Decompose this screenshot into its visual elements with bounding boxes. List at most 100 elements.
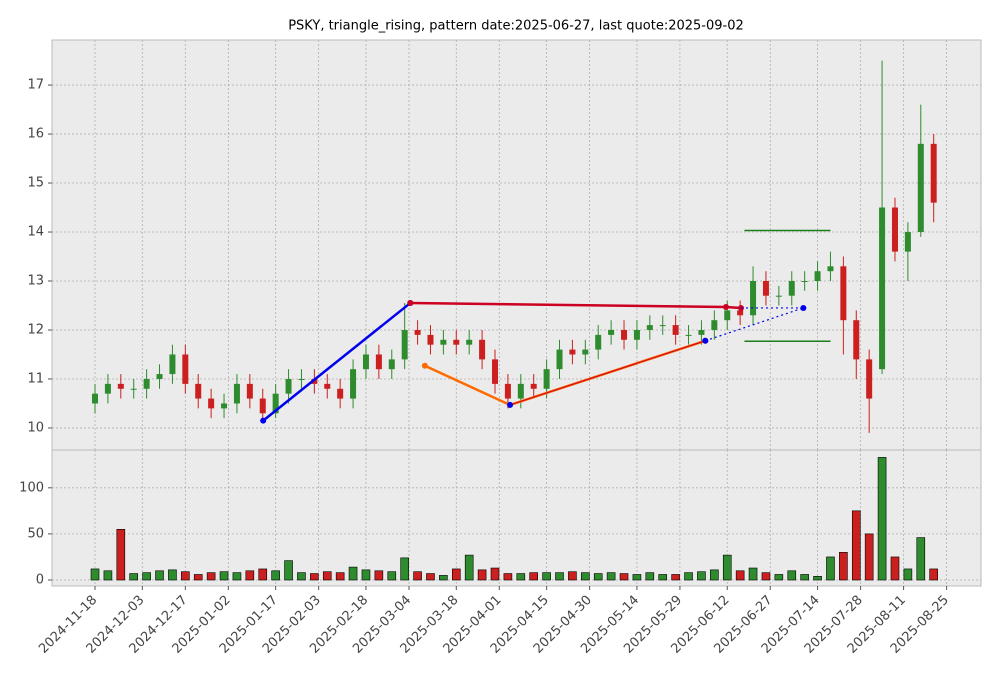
volume-bar xyxy=(103,570,113,581)
volume-bar xyxy=(890,556,900,581)
volume-bar xyxy=(851,510,861,581)
y-tick-label: 10 xyxy=(27,420,44,435)
candle-body xyxy=(311,378,318,384)
candle-body xyxy=(608,329,615,335)
candle-body xyxy=(827,266,834,272)
candle-body xyxy=(685,334,692,336)
volume-bar xyxy=(684,572,693,581)
candle-body xyxy=(621,329,628,340)
y-tick-label: 15 xyxy=(27,176,44,191)
volume-bar xyxy=(284,560,293,581)
volume-bar xyxy=(735,570,745,581)
candle-body xyxy=(143,378,150,389)
volume-bar xyxy=(155,570,164,581)
volume-bar xyxy=(400,557,409,581)
candle-body xyxy=(272,393,279,414)
volume-bar xyxy=(232,572,242,581)
candle-body xyxy=(775,295,782,297)
volume-bar xyxy=(748,567,758,581)
candle-body xyxy=(491,359,498,384)
candle-body xyxy=(762,281,769,296)
candle-body xyxy=(711,320,718,330)
candle-body xyxy=(917,143,924,233)
candle-body xyxy=(195,383,202,399)
volume-bar xyxy=(632,574,642,581)
candle-body xyxy=(375,354,382,370)
volume-bar xyxy=(348,566,358,581)
candle-body xyxy=(285,378,292,394)
candle-body xyxy=(659,325,666,327)
volume-bar xyxy=(568,571,577,581)
volume-bar xyxy=(426,573,435,581)
volume-bar xyxy=(761,572,771,581)
volume-bar xyxy=(142,572,151,581)
volume-bar xyxy=(774,574,784,581)
candle-body xyxy=(595,334,602,350)
pattern-line xyxy=(705,307,804,342)
volume-bar xyxy=(916,537,926,581)
candle-body xyxy=(814,271,821,282)
volume-bar xyxy=(929,568,938,581)
volume-bar xyxy=(116,528,126,581)
volume-bar xyxy=(826,556,835,581)
volume-bar xyxy=(361,569,371,581)
y-tick-label: 11 xyxy=(27,371,44,386)
candle-body xyxy=(156,374,163,379)
volume-bar xyxy=(697,571,706,581)
volume-bar xyxy=(593,573,603,581)
volume-bar xyxy=(310,573,319,581)
volume-bar xyxy=(245,570,255,581)
candle-body xyxy=(724,310,731,321)
candle-body xyxy=(853,320,860,360)
candle-body xyxy=(504,383,511,399)
volume-bar xyxy=(645,572,655,581)
candle-body xyxy=(633,329,640,340)
pattern-point xyxy=(722,303,729,310)
candle-body xyxy=(466,339,473,345)
volume-bar xyxy=(658,574,668,581)
volume-bar xyxy=(710,569,719,581)
candle-body xyxy=(221,403,228,409)
candle-body xyxy=(904,232,911,252)
volume-bar xyxy=(529,572,539,581)
candle-body xyxy=(246,383,253,399)
candle-body xyxy=(388,359,395,370)
price-panel xyxy=(51,39,982,451)
volume-bar xyxy=(168,569,177,581)
volume-bar xyxy=(387,571,397,581)
candle-body xyxy=(737,310,744,316)
candle-body xyxy=(479,339,486,360)
candle-body xyxy=(891,207,898,252)
volume-bar xyxy=(297,572,306,581)
volume-bar xyxy=(477,569,487,581)
volume-bar xyxy=(490,567,500,581)
candle-body xyxy=(362,354,369,370)
volume-bar xyxy=(181,571,190,581)
candle-body xyxy=(92,393,99,404)
volume-bar xyxy=(503,573,513,581)
volume-bar xyxy=(864,533,874,581)
candle-body xyxy=(517,383,524,399)
y-tick-label: 0 xyxy=(36,573,44,588)
volume-bar xyxy=(374,570,384,581)
volume-bar xyxy=(516,573,526,581)
y-tick-label: 16 xyxy=(27,127,44,142)
volume-bar xyxy=(787,570,797,581)
candle-body xyxy=(582,349,589,355)
volume-bar xyxy=(335,572,345,581)
candle-body xyxy=(298,378,305,380)
volume-bar xyxy=(206,572,216,581)
volume-bar xyxy=(619,573,629,581)
candle-body xyxy=(427,334,434,345)
candle-body xyxy=(646,325,653,330)
y-tick-label: 50 xyxy=(27,526,44,541)
pattern-point xyxy=(800,304,807,311)
y-tick-label: 12 xyxy=(27,322,44,337)
pattern-line xyxy=(509,340,706,406)
candle-body xyxy=(337,388,344,399)
volume-bar xyxy=(322,571,332,581)
candle-body xyxy=(840,266,847,321)
volume-bar xyxy=(722,554,732,581)
candle-body xyxy=(750,281,757,316)
